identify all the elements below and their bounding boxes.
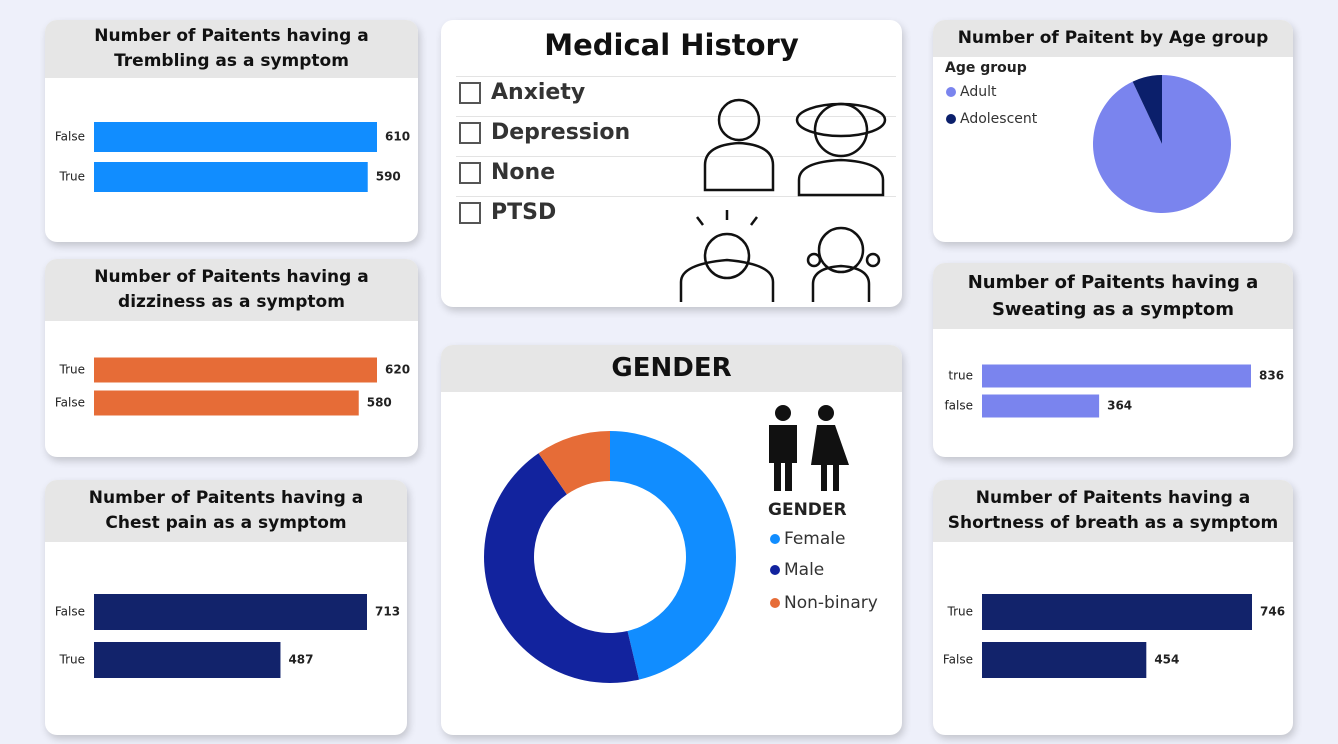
category-label: False: [55, 130, 85, 144]
icon: [806, 226, 881, 302]
legend-marker: [770, 534, 780, 544]
legend-label: Female: [784, 529, 845, 549]
value-label: 364: [1107, 399, 1132, 413]
bar: [982, 594, 1252, 630]
bar: [94, 390, 359, 416]
category-label: True: [59, 170, 86, 184]
bar: [94, 357, 377, 383]
chart-card: Number of Paitents having a Shortness of…: [933, 480, 1293, 735]
bar: [94, 594, 367, 630]
icon: [795, 102, 887, 197]
bar: [982, 394, 1100, 418]
value-label: 590: [376, 170, 401, 184]
category-label: false: [944, 399, 973, 413]
separator: [456, 156, 896, 157]
chart-card: Number of Paitents having a Sweating as …: [933, 263, 1293, 457]
checkbox[interactable]: [459, 82, 481, 104]
value-label: 836: [1259, 369, 1284, 383]
chart-title: Number of Paitents having a Sweating as …: [933, 263, 1293, 329]
chart-title: GENDER: [441, 345, 902, 392]
chart: GENDER Female Male Non-binary: [483, 405, 878, 683]
slice: [538, 431, 610, 495]
category-label: False: [55, 605, 85, 619]
slicer-item[interactable]: Depression: [491, 120, 631, 145]
chart: False 610 True 590: [55, 122, 410, 192]
chart-title: Number of Paitent by Age group: [933, 20, 1293, 57]
symptom-icons: [679, 98, 887, 302]
bar: [982, 642, 1147, 678]
legend-marker: [946, 114, 956, 124]
bar: [94, 162, 368, 192]
chart-card: Number of Paitents having a dizziness as…: [45, 259, 418, 457]
bar: [982, 364, 1251, 388]
chart: True 620 False 580: [55, 357, 410, 416]
slice: [610, 431, 737, 680]
legend-label: Adult: [960, 84, 997, 100]
chart-card: Number of Paitents having a Trembling as…: [45, 20, 418, 242]
icon-part: [775, 405, 791, 421]
legend-marker: [946, 87, 956, 97]
chart-title: Number of Paitents having a Chest pain a…: [45, 480, 407, 542]
gender-icon: [769, 405, 849, 491]
value-label: 580: [367, 396, 392, 410]
separator: [456, 196, 896, 197]
value-label: 713: [375, 605, 400, 619]
separator: [456, 116, 896, 117]
value-label: 487: [288, 653, 313, 667]
legend-label: Male: [784, 560, 824, 580]
value-label: 620: [385, 363, 410, 377]
separator: [456, 76, 896, 77]
icon-part: [818, 405, 834, 421]
chart: Age group Adult Adolescent: [945, 60, 1231, 213]
icon-part: [769, 425, 797, 491]
slicer-item[interactable]: None: [491, 160, 556, 185]
category-label: True: [59, 363, 86, 377]
slicer-title: Medical History: [544, 28, 799, 62]
chart: True 746 False 454: [943, 594, 1285, 678]
legend-marker: [770, 565, 780, 575]
value-label: 454: [1154, 653, 1179, 667]
chart-title: Number of Paitents having a Trembling as…: [45, 20, 418, 78]
bar: [94, 122, 377, 152]
legend-marker: [770, 598, 780, 608]
legend-label: Adolescent: [960, 111, 1038, 127]
category-label: False: [55, 396, 85, 410]
chart: true 836 false 364: [944, 364, 1284, 418]
slice: [483, 453, 640, 683]
checkbox[interactable]: [459, 202, 481, 224]
legend-title: Age group: [945, 60, 1027, 76]
medical-history-slicer: Medical History Anxiety Depression None …: [441, 20, 902, 307]
checkbox[interactable]: [459, 162, 481, 184]
slice: [1132, 75, 1162, 144]
slicer-item[interactable]: PTSD: [491, 200, 557, 225]
chart-title: Number of Paitents having a dizziness as…: [45, 259, 418, 321]
icon-part: [811, 425, 849, 491]
chart-title: Number of Paitents having a Shortness of…: [933, 480, 1293, 542]
category-label: True: [947, 605, 974, 619]
value-label: 610: [385, 130, 410, 144]
chart: False 713 True 487: [55, 594, 400, 678]
bar: [94, 642, 281, 678]
icon: [679, 210, 775, 302]
category-label: False: [943, 653, 973, 667]
category-label: True: [59, 653, 86, 667]
icon: [703, 98, 775, 192]
value-label: 746: [1260, 605, 1285, 619]
legend-title: GENDER: [768, 500, 847, 520]
legend-label: Non-binary: [784, 593, 878, 613]
slicer-item[interactable]: Anxiety: [491, 80, 586, 105]
category-label: true: [948, 369, 973, 383]
chart-card: Number of Paitents having a Chest pain a…: [45, 480, 407, 735]
chart-card: Number of Paitent by Age group Age group A…: [933, 20, 1293, 242]
checkbox[interactable]: [459, 122, 481, 144]
chart-card: GENDER GENDER Female Male Non-binary: [441, 345, 902, 735]
